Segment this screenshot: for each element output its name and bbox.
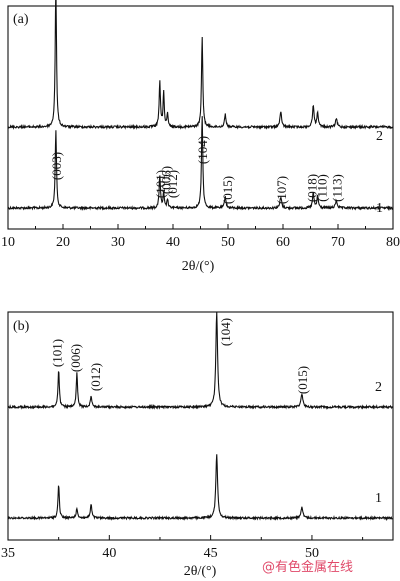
panel-label: (b) bbox=[13, 319, 30, 334]
panel-label: (a) bbox=[13, 12, 29, 27]
peak-annotation: (003) bbox=[49, 152, 64, 180]
x-tick-label: 40 bbox=[102, 546, 116, 561]
series-label-2: 2 bbox=[376, 129, 383, 144]
series-1-line bbox=[7, 116, 394, 212]
panel-a: 10 20 30 40 50 60 70 80 2θ/(°) (a) 1 2 (003) (101)(00… bbox=[1, 0, 400, 274]
peak-annotation: (107) bbox=[274, 176, 289, 204]
peak-annotation: (015) bbox=[295, 366, 310, 394]
x-tick-label: 35 bbox=[1, 546, 15, 561]
peak-annotation: (113) bbox=[329, 174, 344, 202]
peak-annotation: (018) bbox=[305, 174, 320, 202]
x-tick-label: 20 bbox=[56, 235, 70, 250]
series-label-1: 1 bbox=[376, 201, 383, 216]
series-2-line bbox=[7, 312, 394, 410]
peak-annotation: (104) bbox=[218, 318, 233, 346]
x-tick-label: 10 bbox=[1, 235, 15, 250]
plot-frame bbox=[7, 311, 394, 541]
x-tick-label: 50 bbox=[221, 235, 235, 250]
x-axis-title: 2θ/(°) bbox=[184, 564, 217, 579]
x-tick-label: 70 bbox=[331, 235, 345, 250]
watermark-text: @有色金属在线 bbox=[262, 559, 353, 575]
peak-annotation: (012) bbox=[88, 363, 103, 391]
x-tick-label: 45 bbox=[204, 546, 218, 561]
peak-annotation: (015) bbox=[220, 176, 235, 204]
x-tick-label: 30 bbox=[111, 235, 125, 250]
x-axis-title: 2θ/(°) bbox=[182, 259, 215, 274]
series-2-line bbox=[7, 0, 394, 131]
series-label-2: 2 bbox=[375, 380, 382, 395]
x-tick-label: 60 bbox=[276, 235, 290, 250]
peak-annotation: (110) bbox=[315, 174, 330, 202]
peak-annotation: (101) bbox=[50, 339, 65, 367]
x-tick-label: 80 bbox=[386, 235, 400, 250]
x-tick-label: 50 bbox=[305, 546, 319, 561]
series-1-line bbox=[7, 454, 394, 522]
peak-annotation: (012) bbox=[165, 170, 180, 198]
peak-annotation: (104) bbox=[195, 136, 210, 164]
peak-annotation: (101) bbox=[153, 170, 168, 198]
peak-annotation: (006) bbox=[158, 166, 173, 194]
panel-b: 35 40 45 50 2θ/(°) (b) 1 2 (101) (006) (012) (104) (… bbox=[1, 311, 394, 579]
x-tick-label: 40 bbox=[166, 235, 180, 250]
series-label-1: 1 bbox=[375, 491, 382, 506]
peak-annotation: (006) bbox=[68, 344, 83, 372]
